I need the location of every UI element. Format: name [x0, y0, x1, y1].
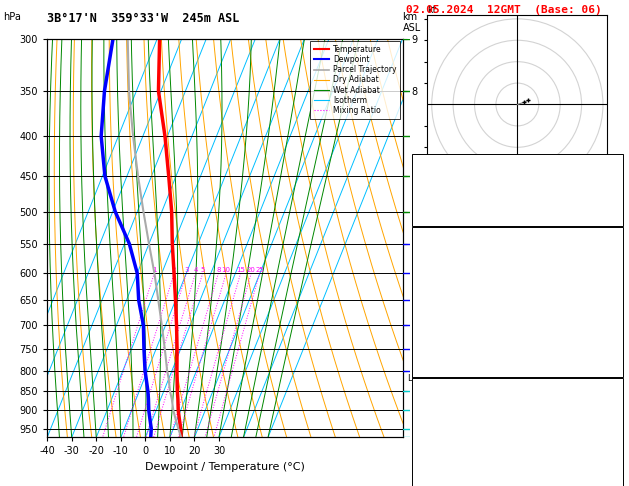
Text: 302: 302: [603, 415, 619, 424]
Text: ASL: ASL: [403, 23, 421, 34]
Text: 20: 20: [608, 485, 619, 486]
Text: 2.2: 2.2: [603, 264, 619, 273]
Text: 68: 68: [608, 334, 619, 343]
Text: Lifted Index: Lifted Index: [417, 438, 482, 447]
X-axis label: Dewpoint / Temperature (°C): Dewpoint / Temperature (°C): [145, 462, 305, 472]
Text: Totals Totals: Totals Totals: [417, 183, 487, 192]
Text: 15: 15: [236, 267, 245, 273]
Text: Temp (°C): Temp (°C): [417, 241, 465, 250]
Text: 985: 985: [603, 392, 619, 400]
Text: hPa: hPa: [3, 12, 21, 22]
Text: PW (cm): PW (cm): [417, 207, 455, 215]
Text: 68: 68: [608, 462, 619, 470]
Text: Dewp (°C): Dewp (°C): [417, 264, 465, 273]
Text: kt: kt: [428, 4, 437, 15]
Text: K: K: [417, 160, 423, 169]
Text: CAPE (J): CAPE (J): [417, 462, 460, 470]
Text: Surface: Surface: [499, 228, 536, 238]
Text: CIN (J): CIN (J): [417, 485, 455, 486]
Text: Lifted Index: Lifted Index: [417, 311, 482, 320]
Text: 25: 25: [255, 267, 264, 273]
Text: 14.6: 14.6: [598, 241, 619, 250]
Text: km: km: [403, 12, 418, 22]
Text: 8: 8: [216, 267, 221, 273]
Text: 3B°17'N  359°33'W  245m ASL: 3B°17'N 359°33'W 245m ASL: [47, 12, 240, 25]
Text: θᴄ(K): θᴄ(K): [417, 288, 444, 296]
Text: 4: 4: [193, 267, 198, 273]
Text: CIN (J): CIN (J): [417, 358, 455, 366]
Text: 02.05.2024  12GMT  (Base: 06): 02.05.2024 12GMT (Base: 06): [406, 5, 601, 15]
Text: © weatheronline.co.uk: © weatheronline.co.uk: [465, 469, 570, 479]
Text: 5: 5: [201, 267, 205, 273]
Text: 1.02: 1.02: [598, 207, 619, 215]
Text: 20: 20: [247, 267, 255, 273]
Text: -0: -0: [608, 311, 619, 320]
Text: 3: 3: [184, 267, 189, 273]
Y-axis label: Mixing Ratio (g/kg): Mixing Ratio (g/kg): [423, 195, 431, 281]
Text: CAPE (J): CAPE (J): [417, 334, 460, 343]
Text: -0: -0: [608, 438, 619, 447]
Text: θᴄ (K): θᴄ (K): [417, 415, 449, 424]
Text: Most Unstable: Most Unstable: [482, 379, 552, 388]
Text: 1: 1: [152, 267, 157, 273]
Text: 10: 10: [221, 267, 231, 273]
Text: Pressure (mb): Pressure (mb): [417, 392, 487, 400]
Text: 302: 302: [603, 288, 619, 296]
Text: 20: 20: [608, 358, 619, 366]
Text: 2: 2: [172, 267, 176, 273]
Text: LCL: LCL: [407, 374, 422, 382]
Legend: Temperature, Dewpoint, Parcel Trajectory, Dry Adiabat, Wet Adiabat, Isotherm, Mi: Temperature, Dewpoint, Parcel Trajectory…: [310, 41, 400, 119]
Text: 54: 54: [608, 183, 619, 192]
Text: 19: 19: [608, 160, 619, 169]
